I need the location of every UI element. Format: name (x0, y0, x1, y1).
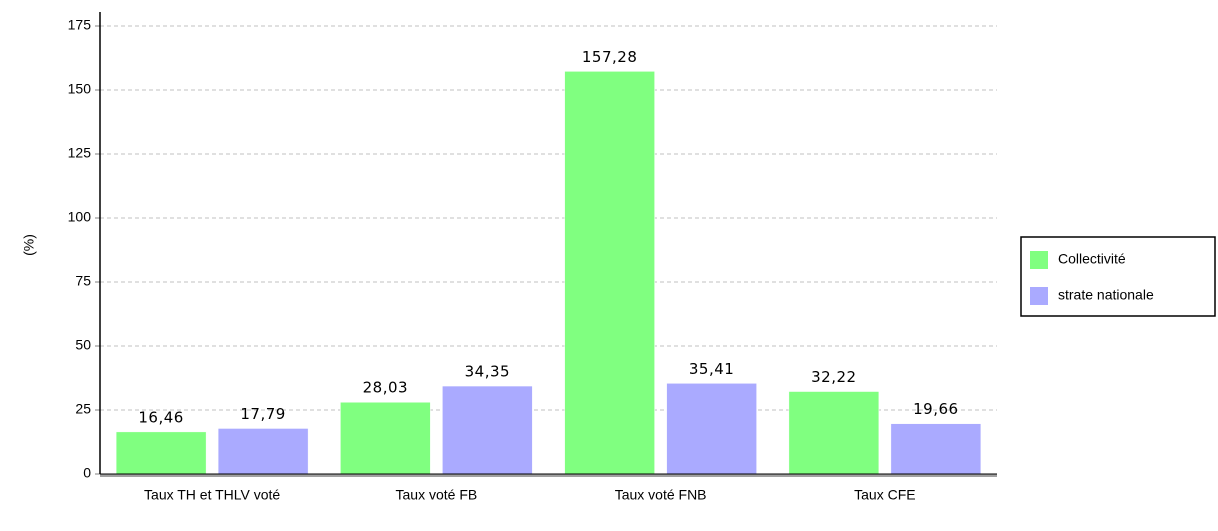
y-tick-label: 75 (75, 273, 91, 289)
value-label: 32,22 (811, 368, 856, 386)
y-axis-label: (%) (21, 234, 37, 256)
legend-label: strate nationale (1058, 287, 1154, 303)
bar (666, 383, 757, 475)
x-tick-label: Taux voté FB (396, 487, 478, 503)
y-tick-label: 175 (68, 17, 92, 33)
bar (890, 423, 982, 475)
value-label: 34,35 (465, 363, 510, 381)
y-tick-label: 50 (75, 337, 91, 353)
value-label: 157,28 (582, 48, 638, 66)
value-label: 17,79 (240, 405, 285, 423)
value-label: 19,66 (913, 400, 958, 418)
y-tick-label: 150 (68, 81, 92, 97)
y-tick-label: 0 (83, 465, 91, 481)
y-tick-label: 100 (68, 209, 92, 225)
x-tick-label: Taux voté FNB (615, 487, 707, 503)
bar (442, 385, 533, 475)
legend-swatch (1030, 287, 1048, 305)
bar (340, 401, 431, 475)
legend: Collectivité strate nationale (1020, 236, 1216, 317)
legend-swatch (1030, 251, 1048, 269)
value-label: 28,03 (363, 379, 408, 397)
y-tick-label: 125 (68, 145, 92, 161)
bar (115, 431, 207, 475)
x-tick-label: Taux CFE (854, 487, 915, 503)
legend-label: Collectivité (1058, 251, 1126, 267)
x-tick-label: Taux TH et THLV voté (144, 487, 280, 503)
y-tick-label: 25 (75, 401, 91, 417)
bar (564, 71, 655, 475)
value-label: 35,41 (689, 360, 734, 378)
value-label: 16,46 (138, 408, 183, 426)
bar (217, 428, 309, 475)
legend-box (1020, 236, 1216, 317)
x-axis-band (100, 474, 997, 477)
bar (788, 391, 880, 475)
